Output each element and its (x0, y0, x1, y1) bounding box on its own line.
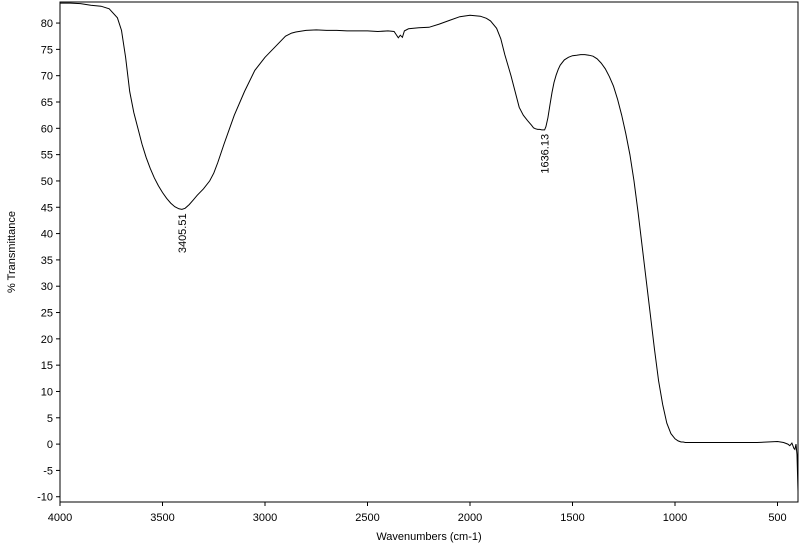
y-tick-label: 45 (41, 202, 53, 214)
y-tick-label: 60 (41, 123, 53, 135)
x-tick-label: 1500 (560, 512, 584, 524)
y-tick-label: 40 (41, 229, 53, 241)
y-tick-label: 25 (41, 308, 53, 320)
y-tick-label: -10 (37, 492, 53, 504)
peak-label: 1636.13 (540, 134, 552, 174)
y-tick-label: 5 (47, 413, 53, 425)
x-tick-label: 1000 (663, 512, 687, 524)
x-tick-label: 3000 (253, 512, 277, 524)
plot-frame (59, 1, 799, 503)
y-axis-title: % Transmittance (6, 211, 18, 293)
y-tick-label: 75 (41, 44, 53, 56)
y-tick-label: 30 (41, 281, 53, 293)
x-tick-label: 2500 (355, 512, 379, 524)
y-tick-label: 80 (41, 18, 53, 30)
y-tick-label: 0 (47, 439, 53, 451)
x-tick-label: 4000 (48, 512, 72, 524)
y-tick-label: 20 (41, 334, 53, 346)
x-tick-label: 500 (768, 512, 786, 524)
y-tick-label: 50 (41, 176, 53, 188)
y-tick-label: 55 (41, 150, 53, 162)
y-tick-label: 70 (41, 71, 53, 83)
y-tick-label: -5 (43, 465, 53, 477)
x-tick-label: 3500 (150, 512, 174, 524)
x-axis: 4000 3500 3000 2500 2000 1500 1000 500 (48, 502, 787, 524)
y-tick-label: 10 (41, 386, 53, 398)
y-axis: -10 -5 0 5 10 15 20 25 30 35 40 45 50 55 60 65 70 75 80 (37, 18, 60, 504)
y-tick-label: 65 (41, 97, 53, 109)
peak-label: 3405.51 (177, 213, 189, 253)
x-tick-label: 2000 (458, 512, 482, 524)
spectrum-line (60, 2, 799, 492)
y-tick-label: 15 (41, 360, 53, 372)
y-tick-label: 35 (41, 255, 53, 267)
x-axis-title: Wavenumbers (cm-1) (376, 531, 481, 543)
peak-annotations: 3405.51 1636.13 (177, 134, 552, 253)
